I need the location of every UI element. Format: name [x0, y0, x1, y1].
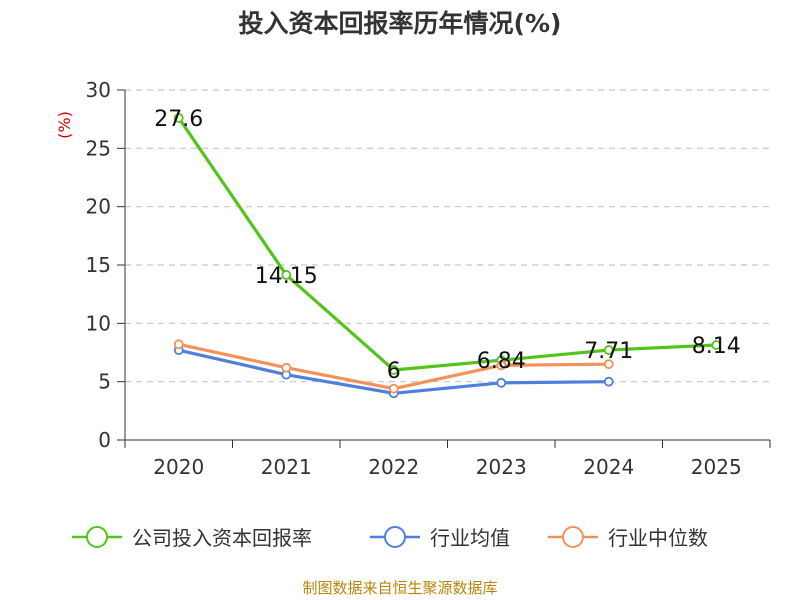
data-point — [173, 113, 184, 123]
data-label: 6.84 — [477, 349, 526, 374]
legend-marker — [384, 526, 406, 548]
x-tick-label: 2022 — [368, 455, 419, 479]
legend-label: 行业均值 — [430, 526, 510, 550]
y-tick-label: 30 — [86, 78, 111, 102]
data-point — [711, 340, 722, 350]
data-point — [173, 339, 184, 350]
legend-marker — [86, 526, 108, 548]
y-tick-label: 0 — [98, 428, 111, 452]
data-point — [603, 345, 614, 355]
legend-marker — [562, 526, 584, 548]
data-label: 7.71 — [584, 339, 633, 364]
data-point — [496, 360, 507, 371]
legend-label: 行业中位数 — [608, 526, 708, 550]
data-labels: 27.6 14.15 6 6.84 7.71 8.14 — [154, 107, 740, 384]
data-point — [603, 359, 614, 370]
y-tick-label: 25 — [86, 136, 111, 160]
data-point — [281, 270, 292, 280]
data-label: 14.15 — [255, 264, 318, 289]
grid-lines — [125, 89, 770, 383]
data-point — [388, 365, 399, 375]
series-lines — [173, 113, 722, 399]
chart-title: 投入资本回报率历年情况(%) — [238, 9, 562, 38]
legend-label: 公司投入资本回报率 — [132, 526, 312, 550]
y-tick-label: 5 — [98, 370, 111, 394]
x-tick-label: 2024 — [583, 455, 634, 479]
data-point — [281, 362, 292, 373]
legend: 公司投入资本回报率 行业均值 行业中位数 — [72, 526, 708, 550]
data-point — [496, 377, 507, 388]
y-tick-label: 20 — [86, 195, 111, 219]
data-label: 8.14 — [692, 334, 741, 359]
source-note: 制图数据来自恒生聚源数据库 — [302, 579, 498, 597]
x-tick-label: 2023 — [476, 455, 527, 479]
x-tick-label: 2025 — [691, 455, 742, 479]
y-axis-unit-label: (%) — [55, 111, 74, 139]
data-label: 6 — [387, 359, 401, 384]
y-tick-label: 10 — [86, 311, 111, 335]
series-line-0 — [177, 117, 717, 372]
y-tick-label: 15 — [86, 253, 111, 277]
x-tick-label: 2021 — [261, 455, 312, 479]
x-tick-label: 2020 — [153, 455, 204, 479]
data-point — [388, 383, 399, 394]
data-point — [603, 376, 614, 387]
data-label: 27.6 — [154, 107, 203, 132]
